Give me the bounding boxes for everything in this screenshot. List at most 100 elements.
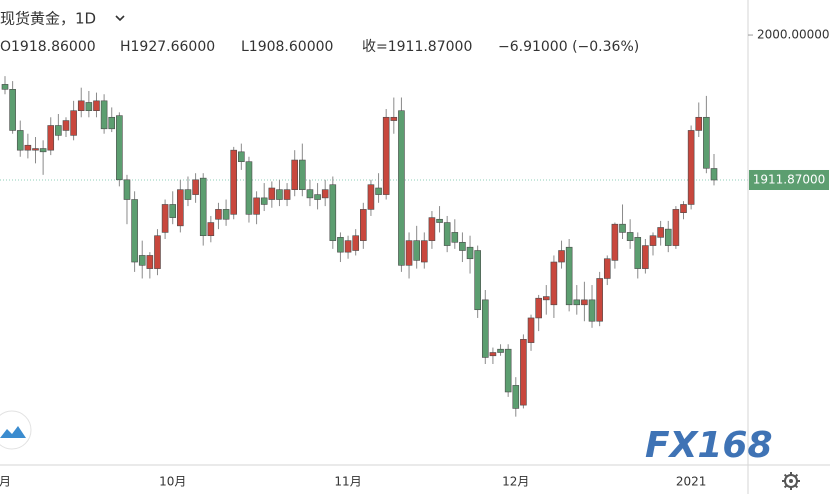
candle-body [276,189,283,200]
candle-body [32,148,39,151]
candle-body [177,189,184,227]
candle-body [70,110,77,136]
candle-body [352,235,359,251]
candle-body [451,232,459,243]
candle-body [573,299,581,306]
ohlc-value: H1927.66000 [120,39,215,55]
candle-body [138,255,146,266]
x-tick-label: 月 [0,475,11,489]
candle-body [253,197,260,215]
candle-body [619,223,626,233]
candle-body [222,209,230,220]
chart-title: 现货黄金，1D [0,10,96,28]
candle-body [489,352,497,357]
candle-body [260,197,268,205]
candle-body [39,148,47,153]
candle-body [299,159,306,190]
last-price-box [749,169,829,190]
candle-body [497,348,504,353]
candle-body [77,100,85,111]
candle-body [596,278,603,322]
candle-body [504,348,512,393]
y-tick-label: 2000.00000 [757,28,830,42]
candle-body [24,144,32,151]
candle-body [550,261,558,306]
candle-body [398,110,405,266]
ohlc-legend: O1918.86000 H1927.66000 L1908.60000 收=1911.… [0,39,639,55]
candle-body [565,246,573,306]
candle-body [230,149,238,215]
candle-body [558,250,565,263]
candle-body [123,179,131,200]
candle-body [588,299,596,322]
candle-body [16,130,24,151]
candle-body [664,228,672,246]
candle-body [161,204,169,233]
candle-body [199,177,207,237]
candle-body [443,222,451,246]
candle-body [245,161,253,215]
ohlc-value: −6.91000 (−0.36%) [498,39,639,55]
candle-body [192,179,199,195]
candle-body [116,115,123,181]
candle-body [154,235,161,269]
logo-badge[interactable] [0,410,32,450]
candle-body [382,116,390,195]
candle-body [405,240,413,266]
candle-body [680,204,687,213]
candle-body [535,297,542,319]
candle-body [459,241,466,251]
candle-body [710,168,718,181]
candle-body [367,184,375,210]
ohlc-value: 收=1911.87000 [362,39,472,55]
candle-body [421,240,428,263]
candle-body [283,189,291,200]
candle-body [542,296,550,301]
candle-body [375,187,382,195]
candle-body [695,116,703,131]
candle-body [85,102,93,111]
candle-body [428,217,436,241]
candle-body [512,385,520,409]
candle-body [520,339,527,406]
candle-body [93,100,100,111]
candle-body [291,159,298,190]
settings-gear[interactable] [782,472,800,490]
ohlc-value: O1918.86000 [0,39,96,55]
candle-body [687,130,695,205]
candle-body [108,116,116,130]
candle-body [169,204,177,218]
candle-body [55,125,62,136]
candle-body [474,250,481,311]
candle-body [672,209,680,246]
interval-dropdown[interactable] [115,15,125,22]
candle-body [100,100,108,130]
candle-body [9,89,16,131]
candle-body [1,84,9,90]
candle-body [436,218,443,223]
candle-body [642,245,649,269]
candle-body [581,299,588,306]
candle-body [649,235,657,246]
x-tick-label: 10月 [159,475,186,489]
candle-body [481,299,489,358]
ohlc-value: L1908.60000 [241,39,333,55]
candle-body [268,187,276,200]
candle-body [329,184,337,241]
candle-body [146,255,154,269]
candle-body [634,237,642,269]
plot-area [0,76,748,417]
candle-body [626,232,634,241]
candle-body [184,189,192,200]
candle-body [603,258,611,279]
candle-body [703,116,710,169]
candle-body [344,240,352,253]
candle-body [314,194,321,200]
candle-body [321,189,329,199]
candle-body [337,237,344,253]
candle-body [306,189,314,199]
candle-body [360,209,367,241]
candle-body [47,125,55,151]
x-tick-label: 2021 [676,475,707,489]
